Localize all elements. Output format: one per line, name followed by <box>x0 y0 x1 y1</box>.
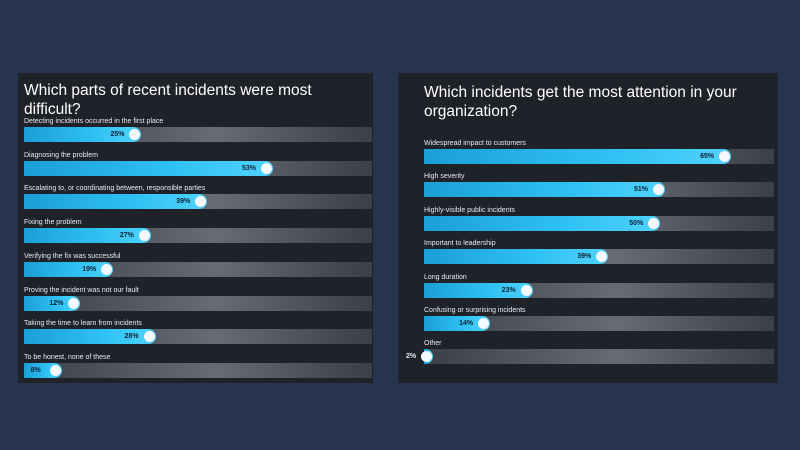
bar-track: 25% <box>24 127 372 142</box>
bar-value-label: 27% <box>119 232 134 240</box>
bar-track: 2% <box>406 349 774 365</box>
chart-title: Which parts of recent incidents were mos… <box>24 82 312 118</box>
bar-track: 27% <box>24 228 372 244</box>
bar-row: Highly-visible public incidents 50% <box>424 206 774 232</box>
bar-end-knob <box>49 364 61 376</box>
bar-value-label: 65% <box>700 153 715 160</box>
bar-end-knob <box>596 251 608 263</box>
bar <box>24 228 151 244</box>
bar-track: 12% <box>24 295 372 311</box>
chart-panel-attention: Which incidents get the most attention i… <box>398 73 778 383</box>
bar-track: 39% <box>424 249 774 265</box>
bar-end-knob <box>421 351 433 363</box>
bar <box>424 182 665 198</box>
bar-row: Long duration 23% <box>424 273 774 299</box>
bar-track: 65% <box>424 149 774 164</box>
bar-value-label: 19% <box>82 265 97 273</box>
bar-category-label: Widespread impact to customers <box>424 140 526 147</box>
bar-row: Widespread impact to customers 65% <box>424 139 774 165</box>
bar-value-label: 8% <box>30 366 41 374</box>
bar <box>24 261 114 277</box>
bar-track: 51% <box>424 182 774 198</box>
bar-category-label: Proving the incident was not our fault <box>24 286 139 294</box>
bar-value-label: 50% <box>629 219 644 227</box>
bar-end-knob <box>648 217 660 229</box>
bar-row: Verifying the fix was successful 19% <box>24 252 372 278</box>
bar-track: 19% <box>24 261 372 277</box>
bar-category-label: Taking the time to learn from incidents <box>24 320 142 328</box>
bar-value-label: 2% <box>406 353 417 361</box>
bar-track: 14% <box>424 316 774 331</box>
bar-end-knob <box>260 162 272 174</box>
bar-row: Taking the time to learn from incidents 2… <box>24 319 372 345</box>
bar-value-label: 14% <box>459 320 474 327</box>
bar <box>24 329 156 345</box>
bar-row: Diagnosing the problem 53% <box>24 151 372 177</box>
bar-track: 50% <box>424 215 774 231</box>
bar <box>424 249 609 265</box>
bar-value-label: 12% <box>49 299 64 307</box>
bar-value-label: 53% <box>241 164 256 172</box>
bar-category-label: Detecting incidents occurred in the firs… <box>24 118 164 125</box>
bar-category-label: Diagnosing the problem <box>24 151 98 159</box>
bar-category-label: Long duration <box>424 273 467 281</box>
bar-row: Confusing or surprising incidents 14% <box>424 306 774 332</box>
bar-category-label: Escalating to, or coordinating between, … <box>24 185 206 193</box>
bar-value-label: 28% <box>124 333 139 341</box>
bar-track: 28% <box>24 329 372 345</box>
bar <box>24 194 208 210</box>
bar-row: Other 2% <box>406 339 774 365</box>
bar-value-label: 25% <box>110 131 125 138</box>
bar-category-label: Fixing the problem <box>24 219 82 227</box>
bar-category-label: Verifying the fix was successful <box>24 252 121 260</box>
bar <box>24 160 273 176</box>
bar-row: Detecting incidents occurred in the firs… <box>24 117 372 143</box>
bar <box>424 282 533 298</box>
bar-end-knob <box>478 318 490 329</box>
bar-value-label: 39% <box>176 198 191 206</box>
bar-row: Proving the incident was not our fault 12… <box>24 286 372 312</box>
bar-row: Fixing the problem 27% <box>24 218 372 244</box>
bar-category-label: Confusing or surprising incidents <box>424 307 526 314</box>
bar-end-knob <box>719 151 731 162</box>
bar-value-label: 23% <box>501 286 516 294</box>
bar-end-knob <box>195 196 207 208</box>
bar-end-knob <box>68 297 80 309</box>
bar-end-knob <box>652 184 664 196</box>
bar <box>424 149 732 164</box>
bar-track: 8% <box>24 362 372 378</box>
bar-end-knob <box>129 129 141 140</box>
bar <box>24 127 142 142</box>
bar-end-knob <box>520 284 532 296</box>
chart-panel-difficult-parts: Which parts of recent incidents were mos… <box>18 73 373 383</box>
chart-title: Which incidents get the most attention i… <box>424 84 737 120</box>
bar-row: To be honest, none of these 8% <box>24 353 372 379</box>
bar-value-label: 51% <box>633 186 648 194</box>
bar <box>24 295 81 311</box>
bar-row: Escalating to, or coordinating between, … <box>24 184 372 210</box>
bar-end-knob <box>101 263 113 275</box>
bar-category-label: To be honest, none of these <box>24 353 111 361</box>
bar-row: Important to leadership 39% <box>424 239 774 265</box>
bar-track: 23% <box>424 282 774 298</box>
bar-value-label: 39% <box>577 253 592 261</box>
bar-end-knob <box>143 331 155 343</box>
bar-end-knob <box>138 230 150 242</box>
bar-category-label: Important to leadership <box>424 240 496 248</box>
bar-category-label: Highly-visible public incidents <box>424 206 516 214</box>
bar-track: 53% <box>24 160 372 176</box>
bar-row: High severity 51% <box>424 172 774 198</box>
bar-track: 39% <box>24 194 372 210</box>
bar <box>424 316 491 331</box>
bar-category-label: Other <box>424 340 442 348</box>
bar-category-label: High severity <box>424 173 465 181</box>
bar <box>424 215 661 231</box>
